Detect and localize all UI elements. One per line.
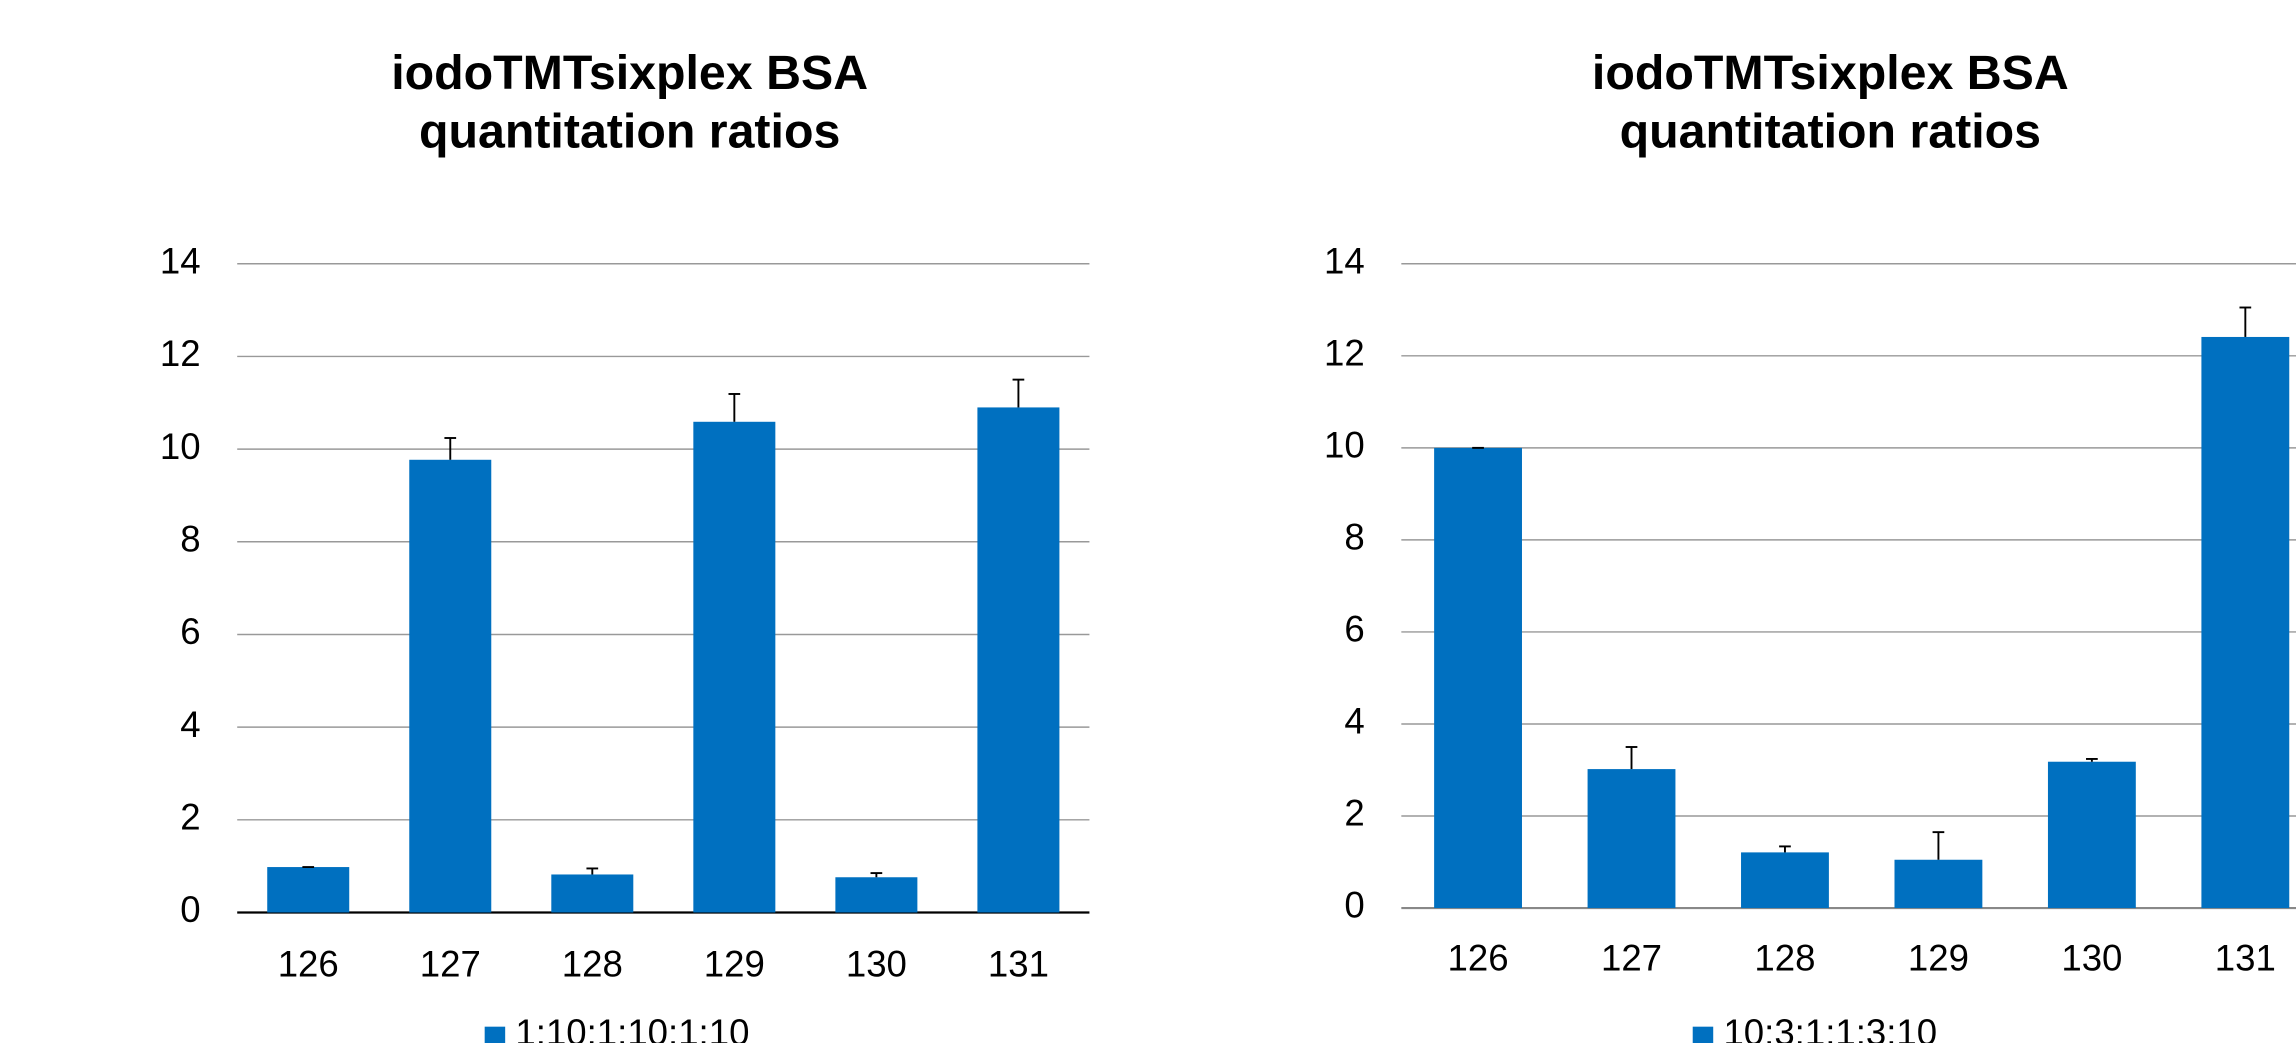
x-tick-label: 130 — [2061, 937, 2122, 978]
x-tick-label: 131 — [2215, 937, 2276, 978]
y-tick-label: 8 — [1344, 517, 1364, 558]
y-tick-label: 6 — [180, 611, 200, 652]
bar — [693, 421, 776, 913]
y-tick-label: 2 — [180, 796, 200, 837]
legend-label: 10:3:1:1:3:10 — [1723, 1012, 1937, 1043]
x-tick-label: 128 — [1754, 937, 1815, 978]
y-tick-label: 8 — [180, 518, 200, 559]
chart-title: iodoTMTsixplex BSA — [1592, 46, 2069, 100]
legend-swatch — [484, 1026, 506, 1043]
y-tick-label: 12 — [1324, 332, 1365, 373]
x-tick-label: 130 — [846, 943, 907, 984]
bar — [1587, 769, 1676, 909]
y-tick-label: 10 — [160, 426, 201, 467]
bar — [1434, 447, 1522, 909]
y-tick-label: 14 — [1324, 240, 1365, 281]
bar — [2047, 761, 2136, 909]
bar — [1894, 859, 1983, 909]
x-tick-label: 128 — [562, 943, 623, 984]
x-tick-label: 129 — [1908, 937, 1969, 978]
chart-title: quantitation ratios — [419, 105, 840, 159]
y-tick-label: 2 — [1344, 793, 1364, 834]
bar — [977, 407, 1060, 913]
y-tick-label: 14 — [160, 240, 201, 281]
x-tick-label: 127 — [420, 943, 481, 984]
x-tick-label: 127 — [1601, 937, 1662, 978]
bar — [835, 877, 918, 913]
legend-label: 1:10:1:10:1:10 — [515, 1012, 749, 1043]
y-tick-label: 6 — [1344, 609, 1364, 650]
y-tick-label: 0 — [1344, 885, 1364, 926]
bar — [1741, 852, 1829, 909]
x-tick-label: 129 — [704, 943, 765, 984]
x-tick-label: 126 — [1448, 937, 1509, 978]
x-tick-label: 126 — [278, 943, 339, 984]
chart-title: iodoTMTsixplex BSA — [391, 46, 868, 100]
y-tick-label: 10 — [1324, 425, 1365, 466]
y-tick-label: 12 — [160, 333, 201, 374]
y-tick-label: 0 — [180, 889, 200, 930]
y-tick-label: 4 — [1344, 701, 1364, 742]
chart-title: quantitation ratios — [1620, 105, 2041, 159]
y-tick-label: 4 — [180, 704, 200, 745]
legend-swatch — [1692, 1026, 1714, 1043]
bar — [409, 459, 492, 913]
x-tick-label: 131 — [988, 943, 1049, 984]
bar — [2201, 336, 2290, 909]
bar — [551, 874, 634, 913]
bar — [267, 867, 350, 913]
